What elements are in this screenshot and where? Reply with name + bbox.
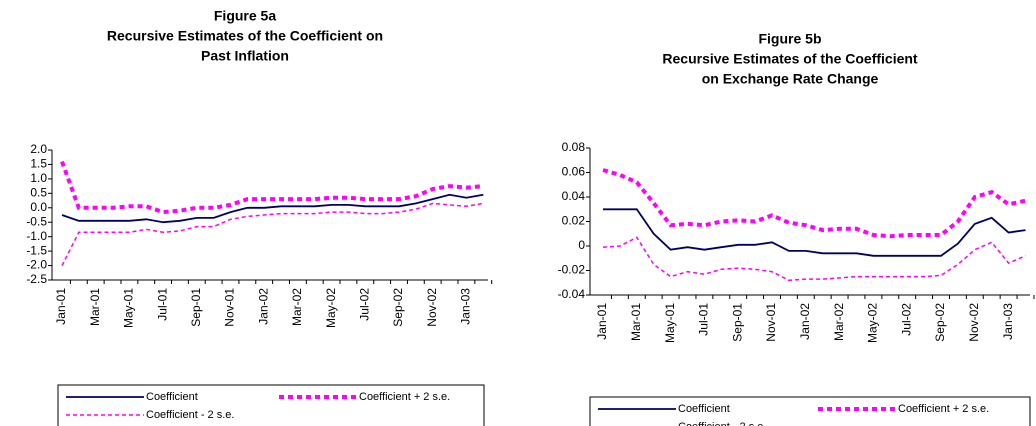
- x-tick-label: Jan-02: [798, 303, 812, 340]
- series-line: [602, 168, 1026, 239]
- x-tick-label: Jan-03: [1001, 303, 1015, 340]
- series-line: [603, 208, 1026, 257]
- legend-box: [57, 384, 485, 426]
- legend-label: Coefficient: [678, 403, 730, 415]
- x-tick-label: Jul-02: [357, 288, 371, 321]
- chart-title: Recursive Estimates of the Coefficient: [662, 51, 918, 67]
- x-tick-label: Nov-01: [223, 288, 237, 327]
- x-tick-label: Nov-01: [764, 303, 778, 342]
- y-tick-label: 1.5: [30, 157, 47, 171]
- legend-label: Coefficient + 2 s.e.: [898, 403, 989, 415]
- legend-box: [589, 396, 1031, 426]
- legend-label: Coefficient: [146, 391, 198, 403]
- series-line: [61, 202, 484, 266]
- chart-title: Figure 5a: [214, 8, 276, 24]
- y-tick-label: 0.06: [562, 165, 586, 179]
- x-tick-label: Nov-02: [967, 303, 981, 342]
- y-tick-label: -0.5: [26, 214, 47, 228]
- y-tick-label: 0.04: [562, 189, 586, 203]
- y-tick-label: 0.5: [30, 186, 47, 200]
- chart-title: Figure 5b: [758, 31, 821, 47]
- x-tick-label: May-02: [866, 303, 880, 343]
- y-tick-label: 0.0: [30, 200, 47, 214]
- chart-title: Recursive Estimates of the Coefficient o…: [107, 28, 383, 44]
- y-tick-label: 0.08: [562, 140, 586, 154]
- y-tick-label: -0.04: [558, 287, 586, 301]
- x-tick-label: Mar-02: [832, 303, 846, 341]
- x-tick-label: Jan-01: [595, 303, 609, 340]
- x-tick-label: May-01: [122, 288, 136, 328]
- x-tick-label: Sep-01: [189, 288, 203, 327]
- legend-label: Coefficient + 2 s.e.: [359, 391, 450, 403]
- chart-title: Past Inflation: [201, 48, 289, 64]
- y-tick-label: -1.5: [26, 243, 47, 257]
- y-tick-label: -1.0: [26, 229, 47, 243]
- legend-label: Coefficient - 2 s.e.: [146, 409, 234, 421]
- x-tick-label: May-02: [324, 288, 338, 328]
- x-tick-label: May-01: [663, 303, 677, 343]
- series-line: [60, 160, 484, 215]
- x-tick-label: Jul-01: [155, 288, 169, 321]
- legend-label: Coefficient - 2 s.e.: [678, 421, 766, 426]
- x-tick-label: Sep-02: [933, 303, 947, 342]
- x-tick-label: Jan-03: [459, 288, 473, 325]
- x-tick-label: Sep-02: [391, 288, 405, 327]
- x-tick-label: Nov-02: [425, 288, 439, 327]
- x-tick-label: Jul-02: [899, 303, 913, 336]
- x-tick-label: Jan-01: [54, 288, 68, 325]
- x-tick-label: Mar-01: [629, 303, 643, 341]
- y-tick-label: 2.0: [30, 142, 47, 156]
- y-tick-label: 0.02: [562, 214, 586, 228]
- series-line: [602, 236, 1026, 282]
- y-tick-label: -2.5: [26, 272, 47, 286]
- x-tick-label: Mar-01: [88, 288, 102, 326]
- chart-title: on Exchange Rate Change: [702, 71, 879, 87]
- y-tick-label: 0: [578, 238, 585, 252]
- x-tick-label: Mar-02: [290, 288, 304, 326]
- series-line: [61, 193, 484, 224]
- y-tick-label: -0.02: [558, 263, 586, 277]
- x-tick-label: Jul-01: [697, 303, 711, 336]
- x-tick-label: Jan-02: [256, 288, 270, 325]
- y-tick-label: -2.0: [26, 258, 47, 272]
- x-tick-label: Sep-01: [730, 303, 744, 342]
- y-tick-label: 1.0: [30, 171, 47, 185]
